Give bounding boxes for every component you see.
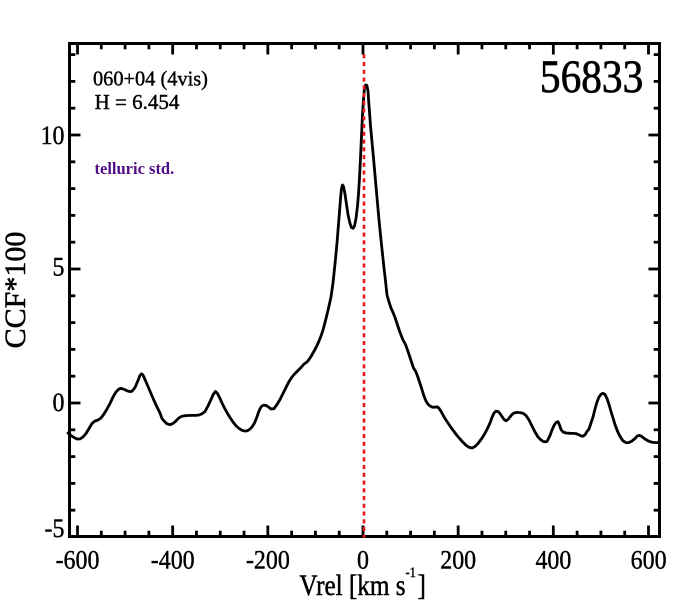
svg-text:-5: -5 — [45, 515, 65, 543]
svg-text:]: ] — [417, 568, 425, 600]
svg-text:060+04 (4vis): 060+04 (4vis) — [93, 68, 208, 90]
svg-text:-600: -600 — [56, 546, 100, 574]
svg-text:56833: 56833 — [540, 50, 643, 102]
svg-text:telluric std.: telluric std. — [95, 159, 175, 178]
svg-text:0: 0 — [53, 389, 65, 417]
svg-text:CCF*100: CCF*100 — [0, 232, 32, 349]
svg-text:600: 600 — [631, 546, 667, 574]
svg-text:-400: -400 — [151, 546, 195, 574]
svg-text:5: 5 — [53, 254, 65, 282]
svg-text:-1: -1 — [406, 564, 417, 580]
svg-text:200: 200 — [440, 546, 476, 574]
svg-text:400: 400 — [535, 546, 571, 574]
svg-text:H = 6.454: H = 6.454 — [95, 90, 180, 114]
svg-text:-200: -200 — [246, 546, 290, 574]
svg-text:10: 10 — [41, 122, 65, 150]
svg-text:Vrel [km s: Vrel [km s — [299, 568, 405, 600]
svg-text:0: 0 — [357, 546, 369, 574]
